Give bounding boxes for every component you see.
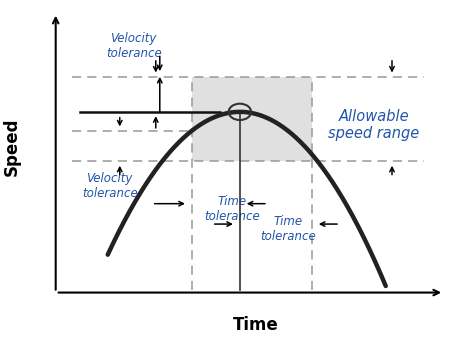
Text: Speed: Speed [3,118,20,176]
Text: Time
tolerance: Time tolerance [204,195,260,223]
Text: Time: Time [233,316,279,334]
Text: Time
tolerance: Time tolerance [260,215,316,243]
Text: Velocity
tolerance: Velocity tolerance [82,172,137,200]
Text: Velocity
tolerance: Velocity tolerance [106,32,162,60]
Text: Allowable
speed range: Allowable speed range [329,109,420,141]
Bar [192,77,312,161]
